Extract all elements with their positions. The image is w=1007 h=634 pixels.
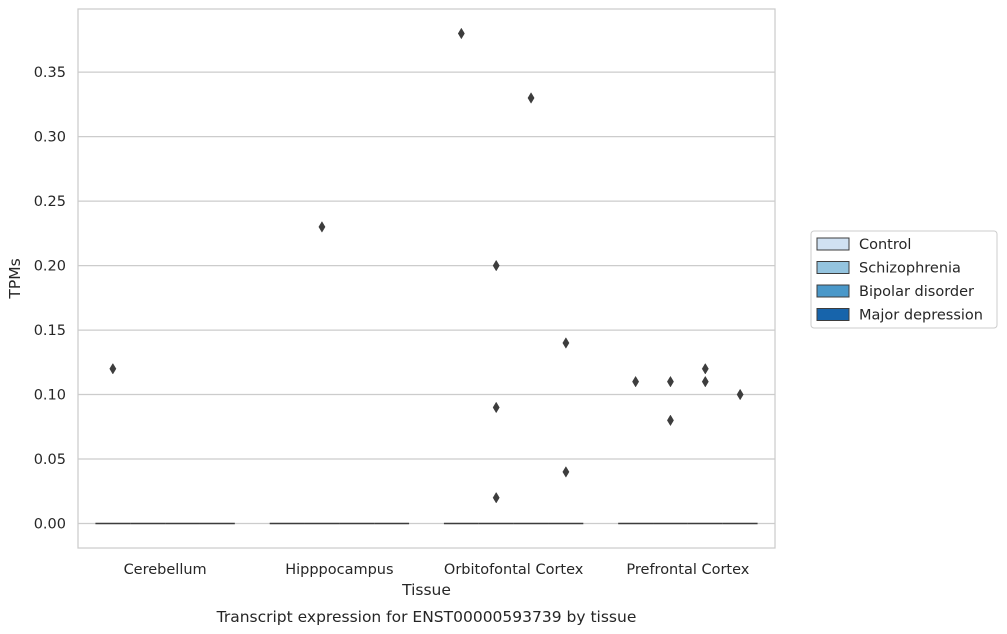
legend-label: Control (859, 237, 911, 253)
legend-label: Schizophrenia (859, 261, 961, 277)
outlier-point (492, 259, 500, 272)
x-axis-ticks: Cerebellum Hipppocampus Orbitofontal Corte… (124, 562, 750, 578)
legend-label: Major depression (859, 308, 983, 324)
legend-swatch (816, 284, 850, 298)
outlier-point (318, 221, 326, 233)
outlier-point (701, 363, 709, 375)
y-tick-label: 0.20 (34, 259, 66, 275)
y-axis-ticks: 0.00 0.05 0.10 0.15 0.20 0.25 0.30 0.35 (34, 65, 66, 532)
outlier-point (109, 363, 117, 375)
legend-swatch (816, 237, 850, 251)
outlier-point (492, 401, 500, 414)
legend-frame (810, 230, 998, 329)
legend-swatch (816, 308, 850, 321)
outlier-point (562, 466, 570, 478)
outlier-point (667, 375, 674, 388)
y-tick-label: 0.15 (34, 323, 66, 339)
outlier-point (736, 388, 744, 401)
outlier-point (527, 92, 535, 104)
y-tick-label: 0.30 (34, 130, 66, 146)
legend-swatch (816, 261, 850, 274)
chart-caption: Transcript expression for ENST0000059373… (216, 608, 637, 626)
grid (78, 71, 775, 525)
x-tick-label: Cerebellum (124, 562, 207, 578)
x-tick-label: Hipppocampus (285, 562, 393, 578)
outlier-point (492, 491, 500, 504)
plot-frame (77, 8, 776, 549)
y-tick-label: 0.10 (34, 388, 66, 404)
x-axis-title: Tissue (401, 581, 451, 599)
outlier-point (667, 414, 674, 427)
legend: Control Schizophrenia Bipolar disorder Majo… (810, 230, 998, 329)
outlier-point (632, 375, 640, 388)
y-axis-title: TPMs (6, 258, 24, 299)
x-tick-label: Orbitofontal Cortex (444, 562, 584, 578)
y-tick-label: 0.00 (34, 517, 66, 533)
outlier-point (457, 27, 465, 40)
y-tick-label: 0.05 (34, 452, 66, 468)
y-tick-label: 0.25 (34, 194, 66, 210)
outliers (109, 27, 744, 504)
legend-label: Bipolar disorder (859, 284, 974, 300)
outlier-point (562, 337, 570, 349)
x-tick-label: Prefrontal Cortex (626, 562, 749, 578)
outlier-point (701, 375, 709, 388)
y-tick-label: 0.35 (34, 65, 66, 81)
